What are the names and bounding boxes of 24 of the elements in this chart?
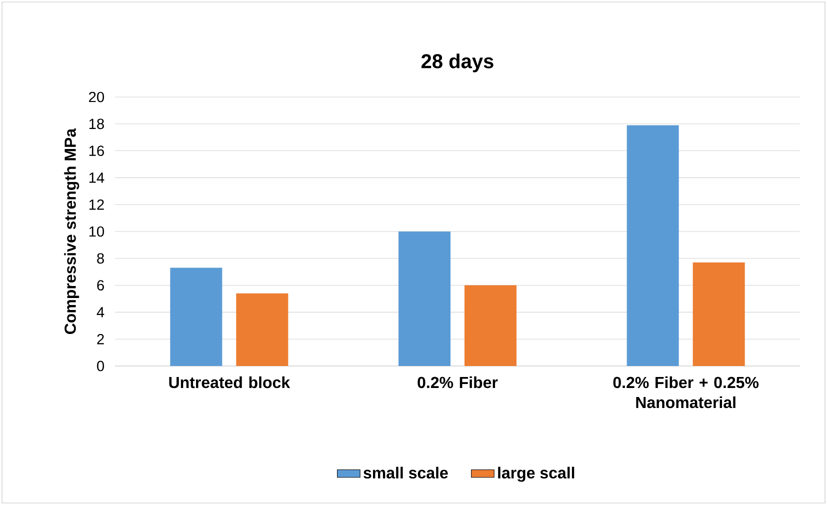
x-tick-label: 0.2% Fiber xyxy=(418,376,498,388)
y-tick-label: 16 xyxy=(89,146,104,156)
x-tick-label: 0.2% Fiber + 0.25% Nanomaterial xyxy=(613,376,759,408)
y-tick-label: 12 xyxy=(89,199,104,210)
x-tick-label: Untreated block xyxy=(169,376,290,388)
bar xyxy=(626,125,679,366)
y-tick-label: 8 xyxy=(97,253,104,264)
bar xyxy=(398,231,451,366)
y-tick-label: 20 xyxy=(89,92,104,102)
bar xyxy=(692,262,745,366)
chart-title: 28 days xyxy=(422,54,494,72)
y-tick-label: 2 xyxy=(97,334,104,344)
y-tick-label: 6 xyxy=(97,280,104,290)
y-tick-label: 4 xyxy=(96,307,104,318)
y-tick-label: 18 xyxy=(89,118,104,130)
y-tick-label: 0 xyxy=(97,360,104,372)
bar xyxy=(464,285,517,366)
y-tick-label: 10 xyxy=(89,226,104,237)
legend-label: large scall xyxy=(498,466,574,482)
bar xyxy=(170,268,222,366)
y-tick-label: 14 xyxy=(89,172,104,183)
bar xyxy=(236,293,288,366)
legend-label: small scale xyxy=(364,466,448,479)
y-axis-title: Compressive strength MPa xyxy=(64,128,80,334)
